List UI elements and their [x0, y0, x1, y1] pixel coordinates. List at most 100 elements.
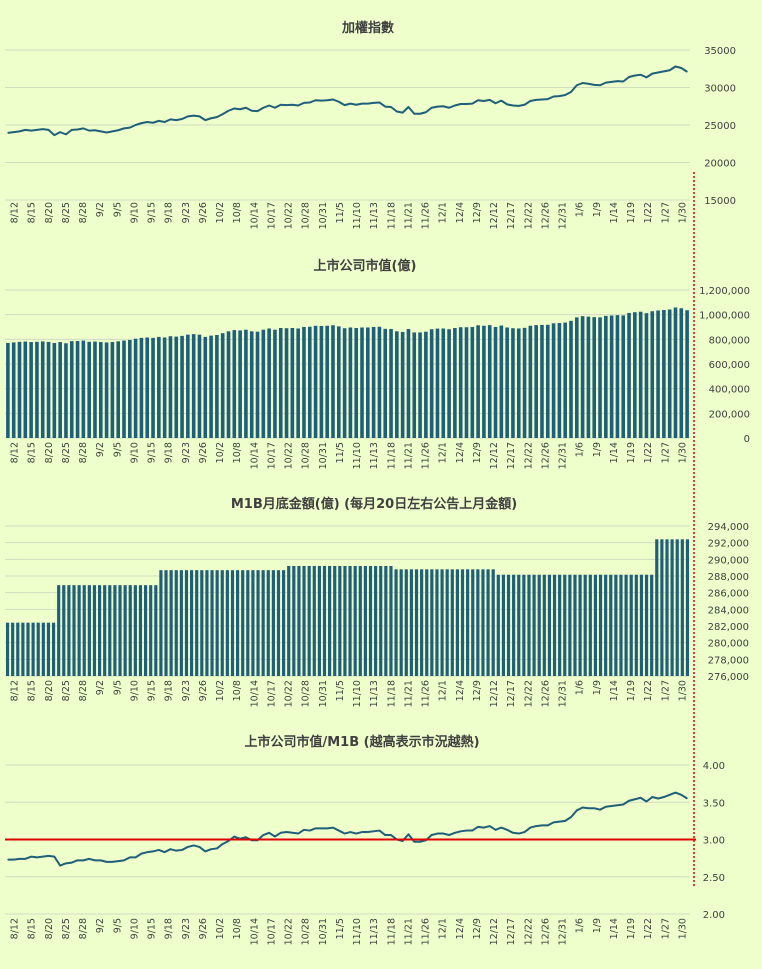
x-tick-label: 8/20 [44, 680, 55, 701]
bar [284, 328, 289, 438]
x-tick-label: 12/26 [540, 442, 551, 469]
y-tick-label: 3.50 [703, 798, 725, 809]
bar [191, 334, 196, 438]
x-tick-label: 11/21 [403, 202, 414, 229]
data-point [210, 117, 212, 119]
data-point [297, 104, 299, 107]
data-point [552, 821, 555, 823]
data-point [489, 825, 491, 827]
x-tick-label: 11/5 [335, 680, 346, 701]
bar [368, 566, 373, 676]
x-tick-label: 1/27 [660, 918, 671, 939]
bar [145, 337, 150, 438]
bar [319, 326, 324, 438]
x-tick-label: 9/23 [181, 202, 192, 223]
bar [162, 337, 167, 438]
data-point [332, 826, 334, 829]
data-point [611, 805, 613, 807]
market-cap-chart: 1,200,000 1,000,000 800,000 600,000 400,000 2… [5, 286, 750, 469]
data-point [419, 113, 421, 115]
bar [169, 570, 173, 676]
data-point [169, 118, 172, 120]
data-point [367, 831, 369, 833]
data-point [344, 832, 346, 835]
data-point [262, 107, 264, 109]
data-point [326, 99, 328, 101]
bar [424, 331, 428, 438]
bar [98, 342, 103, 438]
data-point [227, 840, 230, 842]
data-point [460, 830, 462, 832]
x-tick-label: 11/13 [369, 202, 380, 229]
data-point [541, 824, 543, 826]
x-tick-label: 12/4 [455, 918, 466, 939]
data-point [611, 81, 613, 83]
x-tick-label: 9/5 [112, 680, 123, 695]
bar [614, 574, 618, 676]
x-tick-label: 11/18 [386, 680, 397, 707]
bar [273, 329, 277, 438]
bar [322, 566, 327, 676]
bar [159, 570, 163, 676]
bar [481, 569, 485, 676]
data-point [105, 861, 108, 863]
x-tick-label: 1/9 [592, 918, 603, 933]
data-point [24, 858, 26, 860]
bar [662, 309, 666, 438]
bar [639, 574, 644, 676]
x-tick-label: 8/12 [10, 442, 21, 463]
data-point [111, 861, 113, 863]
bar [143, 585, 148, 676]
bar [685, 539, 690, 676]
bar [174, 336, 179, 438]
data-point [222, 843, 224, 845]
x-tick-label: 11/21 [403, 442, 414, 469]
data-point [367, 103, 369, 105]
data-point [605, 806, 607, 808]
bar [409, 569, 413, 676]
bar [447, 329, 451, 438]
bar [215, 335, 219, 438]
data-point [187, 115, 189, 117]
x-tick-label: 11/13 [369, 918, 380, 945]
x-tick-label: 1/30 [677, 202, 688, 223]
bar [31, 622, 35, 676]
x-tick-label: 1/19 [626, 442, 637, 463]
data-point [100, 130, 102, 132]
bar [414, 569, 419, 676]
data-point [7, 859, 9, 861]
data-point [471, 103, 473, 105]
data-point [13, 131, 15, 133]
bar [317, 566, 321, 676]
bar [5, 622, 10, 676]
data-point [634, 798, 636, 800]
data-point [494, 829, 497, 831]
data-point [454, 104, 456, 107]
bar [118, 585, 122, 676]
data-point [587, 807, 590, 809]
bar [629, 574, 633, 676]
x-tick-label: 1/9 [592, 442, 603, 457]
bar [256, 570, 260, 676]
data-point [18, 858, 21, 860]
x-tick-label: 1/6 [575, 918, 586, 933]
bar [87, 341, 91, 438]
data-point [285, 104, 288, 106]
data-point [407, 833, 410, 835]
bar [418, 332, 422, 438]
y-tick-label: 294,000 [708, 522, 749, 533]
bar [486, 569, 490, 676]
data-point [518, 105, 520, 107]
bar [445, 569, 449, 676]
x-tick-label: 9/26 [198, 680, 209, 701]
x-tick-label: 12/31 [558, 918, 569, 945]
data-point [593, 807, 595, 809]
bar [491, 569, 495, 676]
data-point [396, 110, 398, 113]
bar [210, 570, 214, 676]
x-tick-label: 1/22 [643, 442, 654, 463]
data-point [344, 104, 346, 106]
bar [62, 585, 66, 676]
data-point [216, 116, 218, 118]
